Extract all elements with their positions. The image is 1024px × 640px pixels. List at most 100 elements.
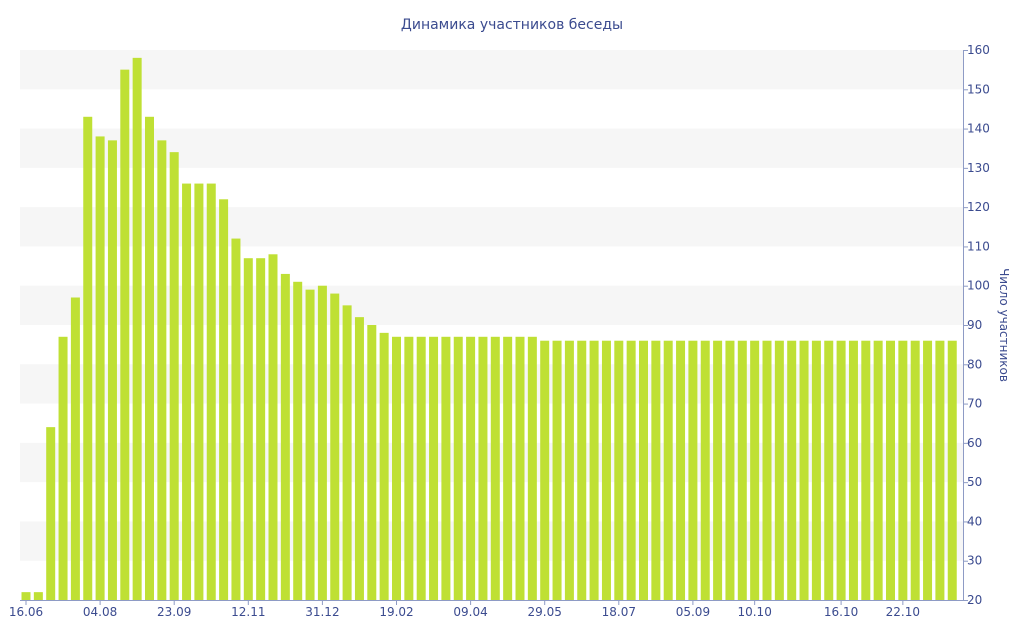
y-tick-label: 60 <box>967 436 982 450</box>
bar <box>515 336 525 600</box>
x-tick-label: 22.10 <box>886 605 920 619</box>
bar <box>713 340 723 600</box>
bar <box>886 340 895 600</box>
bar <box>737 340 747 600</box>
y-tick-label: 130 <box>967 161 990 175</box>
x-tick-label: 05.09 <box>676 605 710 619</box>
bar <box>663 340 673 600</box>
bar <box>589 340 599 600</box>
bar <box>33 592 43 600</box>
y-tick-label: 50 <box>967 475 982 489</box>
bar <box>243 258 253 600</box>
x-tick-label: 10.10 <box>737 605 771 619</box>
x-tick-label: 12.11 <box>231 605 265 619</box>
bar <box>367 325 377 600</box>
bar <box>774 340 784 600</box>
bar <box>861 340 871 600</box>
bar <box>688 340 698 600</box>
y-tick-label: 150 <box>967 82 990 96</box>
bar <box>639 340 648 600</box>
bar <box>219 199 229 601</box>
bar <box>923 340 933 600</box>
bar <box>490 336 500 600</box>
bar <box>762 340 772 600</box>
x-tick-label: 19.02 <box>379 605 413 619</box>
bar <box>527 336 537 600</box>
bar <box>577 340 587 600</box>
bar <box>416 336 426 600</box>
bar <box>429 336 439 600</box>
y-tick-label: 110 <box>967 239 990 253</box>
bar <box>317 285 327 600</box>
x-tick-label: 31.12 <box>305 605 339 619</box>
bar <box>873 340 883 600</box>
bar <box>564 340 574 600</box>
y-tick-label: 140 <box>967 122 990 136</box>
bar <box>676 340 686 600</box>
bar <box>194 183 204 600</box>
y-tick-label: 160 <box>967 43 990 57</box>
chart-title: Динамика участников беседы <box>401 17 623 33</box>
bar <box>503 336 513 600</box>
bar <box>725 340 735 600</box>
bar <box>601 340 611 600</box>
y-tick-label: 80 <box>967 357 982 371</box>
x-tick-label: 23.09 <box>157 605 191 619</box>
bar <box>824 340 834 600</box>
x-tick-label: 18.07 <box>602 605 636 619</box>
y-tick-label: 100 <box>967 279 990 293</box>
bar <box>342 305 352 600</box>
x-tick-label: 09.04 <box>453 605 487 619</box>
bar <box>157 140 167 601</box>
bar <box>848 340 858 600</box>
bar <box>132 57 142 601</box>
x-tick-label: 16.06 <box>9 605 43 619</box>
y-tick-label: 90 <box>967 318 982 332</box>
bar <box>182 183 192 600</box>
bar <box>120 69 130 600</box>
bar <box>626 340 636 600</box>
bar <box>935 340 945 600</box>
bar <box>811 340 821 600</box>
bar <box>651 340 661 600</box>
bar <box>910 340 920 600</box>
bar <box>404 336 414 600</box>
bar <box>206 183 216 600</box>
bar <box>614 340 624 600</box>
y-axis-label: Число участников <box>997 268 1011 382</box>
bar <box>947 340 957 600</box>
bar <box>392 336 401 600</box>
bar <box>466 336 476 600</box>
bar <box>799 340 809 600</box>
x-tick-label: 16.10 <box>824 605 858 619</box>
x-tick-label: 04.08 <box>83 605 117 619</box>
bar <box>441 336 451 600</box>
y-tick-label: 120 <box>967 200 990 214</box>
bar <box>750 340 760 600</box>
bar <box>256 258 266 600</box>
bar <box>95 136 105 600</box>
bar <box>836 340 846 600</box>
y-tick-label: 40 <box>967 514 982 528</box>
bar <box>280 273 290 600</box>
bar <box>453 336 463 600</box>
bar <box>231 238 241 600</box>
bar <box>540 340 550 600</box>
bar <box>83 116 93 600</box>
bar <box>169 152 179 600</box>
bar <box>70 297 80 600</box>
bar <box>107 140 117 601</box>
y-tick-label: 30 <box>967 554 982 568</box>
bar <box>145 116 154 600</box>
bar <box>305 289 315 600</box>
bar <box>787 340 797 600</box>
bar <box>552 340 562 600</box>
x-ticks: 16.06 04.08 23.09 12.11 31.12 19.02 09.04 29.05… <box>9 600 920 619</box>
y-tick-label: 70 <box>967 397 982 411</box>
bar <box>478 336 488 600</box>
bar <box>379 332 389 600</box>
bar <box>700 340 710 600</box>
bars-group <box>21 57 957 601</box>
grid-band <box>20 50 963 90</box>
